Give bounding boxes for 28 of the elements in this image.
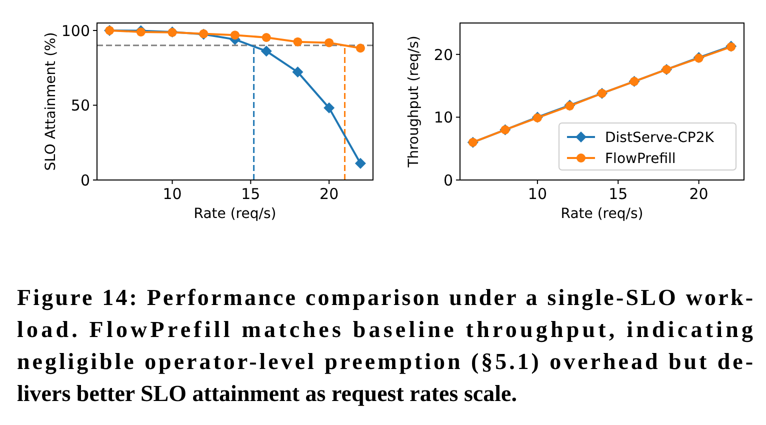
point [324,102,335,114]
point [354,158,366,169]
point [260,46,272,57]
point [324,38,334,48]
y-tick-label: 0 [443,172,453,190]
legend-label: DistServe-CP2K [605,130,715,146]
y-tick-label: 10 [434,108,453,127]
y-axis-title: Throughput (req/s) [406,36,422,168]
x-axis-title: Rate (req/s) [194,206,276,222]
caption: Figure 14: Performance comparison under a single-SLO work- load. FlowPrefill matches baseline throughput, indicating negligible operator-level preemption (§5.1) overhead but de- livers better SLO attainment as request rates scale. [17,285,754,406]
x-tick-label: 10 [162,185,182,203]
point [356,44,365,53]
x-tick-label: 15 [608,185,628,203]
legend-label: FlowPrefill [605,151,676,167]
y-axis-title: SLO Attainment (%) [43,32,59,171]
y-tick-label: 20 [434,46,453,64]
x-tick-label: 20 [689,185,708,203]
point [293,37,302,46]
point [262,33,271,42]
y-tick-label: 100 [61,22,90,40]
x-axis-title: Rate (req/s) [560,206,644,222]
x-tick-label: 20 [320,185,339,203]
x-tick-label: 15 [241,185,260,203]
y-tick-label: 0 [80,172,90,190]
point [230,30,240,40]
y-tick-label: 50 [70,96,90,115]
x-tick-label: 10 [528,185,547,203]
point [292,66,304,78]
